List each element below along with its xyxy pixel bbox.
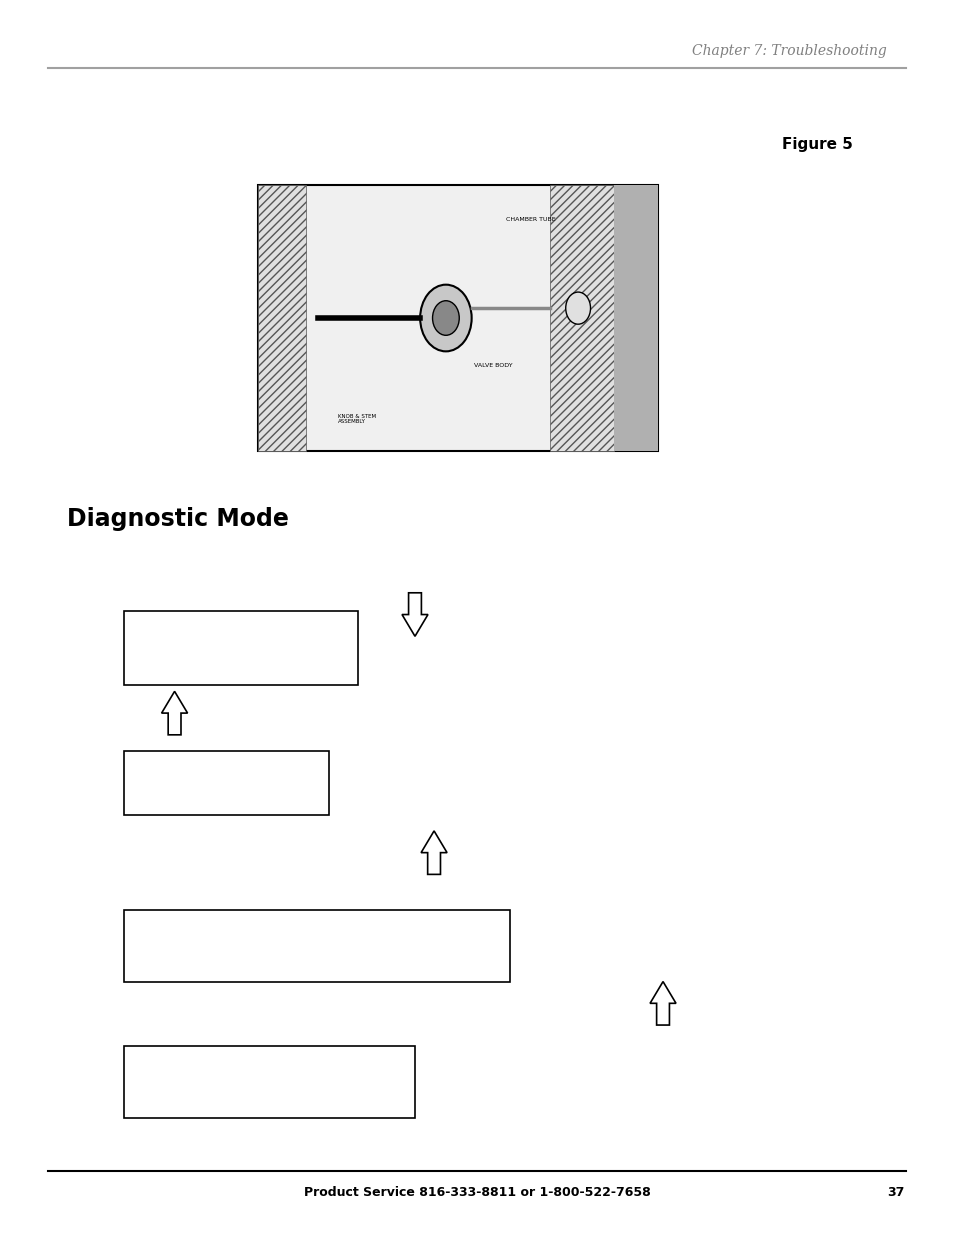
Bar (124, 910, 510, 982)
Text: CHAMBER TUBE: CHAMBER TUBE (505, 217, 555, 222)
Text: Figure 5: Figure 5 (781, 137, 852, 152)
Bar (257, 185, 305, 451)
Bar (550, 185, 614, 451)
Bar (124, 611, 357, 685)
Circle shape (432, 301, 458, 335)
Bar (124, 1046, 415, 1118)
Text: Chapter 7: Troubleshooting: Chapter 7: Troubleshooting (692, 44, 886, 58)
Polygon shape (401, 593, 428, 636)
Polygon shape (420, 831, 447, 874)
Bar (257, 185, 658, 451)
Text: Diagnostic Mode: Diagnostic Mode (67, 508, 289, 531)
Text: VALVE BODY: VALVE BODY (474, 363, 512, 368)
Text: KNOB & STEM
ASSEMBLY: KNOB & STEM ASSEMBLY (337, 414, 375, 425)
Text: 37: 37 (886, 1186, 903, 1199)
Polygon shape (161, 692, 188, 735)
Bar (124, 751, 329, 815)
Circle shape (419, 284, 471, 352)
Polygon shape (649, 982, 676, 1025)
Text: Product Service 816-333-8811 or 1-800-522-7658: Product Service 816-333-8811 or 1-800-52… (303, 1186, 650, 1199)
Circle shape (565, 293, 590, 325)
Bar (614, 185, 658, 451)
